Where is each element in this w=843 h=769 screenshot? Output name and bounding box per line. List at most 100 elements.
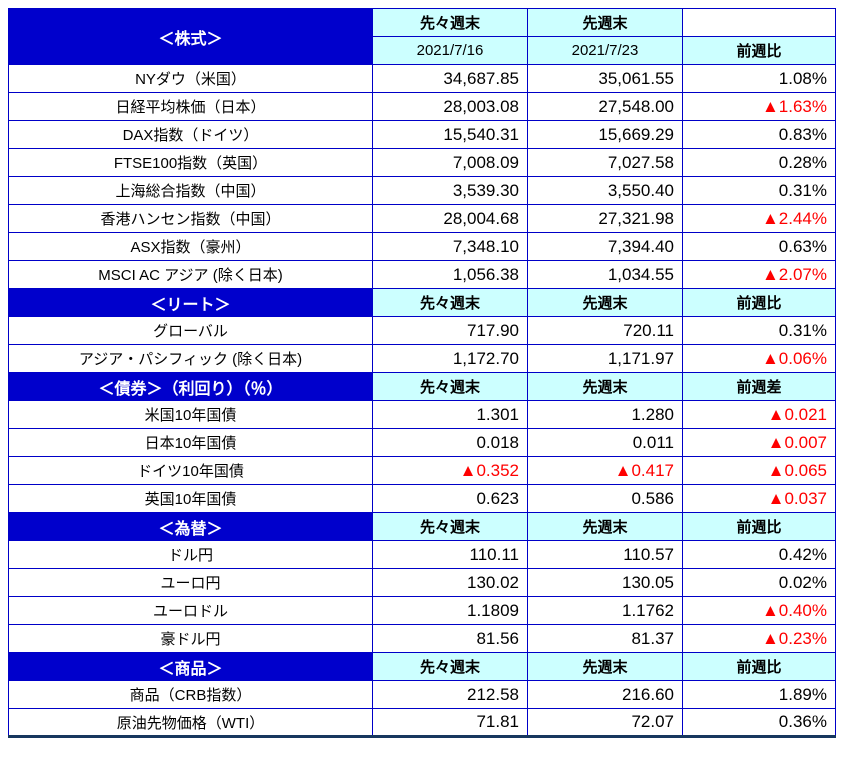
column-header-prev2: 先々週末 [372, 512, 528, 541]
data-row: グローバル 717.90 720.11 0.31% [8, 316, 836, 345]
data-row: アジア・パシフィック (除く日本) 1,172.70 1,171.97 ▲0.06% [8, 344, 836, 373]
row-label: 香港ハンセン指数（中国） [8, 204, 373, 233]
row-label: ドル円 [8, 540, 373, 569]
value-change: 0.36% [682, 708, 836, 737]
data-row: 米国10年国債 1.301 1.280 ▲0.021 [8, 400, 836, 429]
section-title-commodities: ＜商品＞ [8, 652, 373, 681]
row-label: NYダウ（米国） [8, 64, 373, 93]
value-prev1-weekend: 216.60 [527, 680, 683, 709]
value-prev2-weekend: 1.301 [372, 400, 528, 429]
value-prev2-weekend: 1.1809 [372, 596, 528, 625]
data-row: ドル円 110.11 110.57 0.42% [8, 540, 836, 569]
column-header-prev1: 先週末 [527, 372, 683, 401]
value-prev1-weekend: 1,171.97 [527, 344, 683, 373]
value-change: 0.02% [682, 568, 836, 597]
value-prev1-weekend: 7,027.58 [527, 148, 683, 177]
market-data-table: ＜株式＞ 先々週末 先週末 2021/7/16 2021/7/23 前週比 NYダウ（米国）… [8, 8, 836, 738]
column-header-change: 前週差 [682, 372, 836, 401]
data-row: 香港ハンセン指数（中国） 28,004.68 27,321.98 ▲2.44% [8, 204, 836, 233]
table-body: ＜株式＞ 先々週末 先週末 2021/7/16 2021/7/23 前週比 NYダウ（米国）… [8, 8, 836, 737]
blank-cell [682, 8, 836, 37]
value-prev1-weekend: 1,034.55 [527, 260, 683, 289]
value-change: ▲0.065 [682, 456, 836, 485]
section-header-row-fx: ＜為替＞ 先々週末 先週末 前週比 [8, 512, 836, 541]
data-row: FTSE100指数（英国） 7,008.09 7,027.58 0.28% [8, 148, 836, 177]
value-prev2-weekend: 28,004.68 [372, 204, 528, 233]
value-prev1-weekend: 1.280 [527, 400, 683, 429]
header-row-periods-stocks: ＜株式＞ 先々週末 先週末 [8, 8, 836, 65]
value-prev1-weekend: 15,669.29 [527, 120, 683, 149]
row-label: 豪ドル円 [8, 624, 373, 653]
value-prev2-weekend: 7,348.10 [372, 232, 528, 261]
value-prev2-weekend: 0.018 [372, 428, 528, 457]
value-prev1-weekend: ▲0.417 [527, 456, 683, 485]
value-prev2-weekend: 1,172.70 [372, 344, 528, 373]
column-header-change: 前週比 [682, 288, 836, 317]
row-label: FTSE100指数（英国） [8, 148, 373, 177]
data-row: NYダウ（米国） 34,687.85 35,061.55 1.08% [8, 64, 836, 93]
value-prev1-weekend: 1.1762 [527, 596, 683, 625]
value-change: ▲0.40% [682, 596, 836, 625]
value-prev1-weekend: 72.07 [527, 708, 683, 737]
data-row: 豪ドル円 81.56 81.37 ▲0.23% [8, 624, 836, 653]
value-prev2-weekend: 1,056.38 [372, 260, 528, 289]
value-change: ▲0.23% [682, 624, 836, 653]
row-label: 上海総合指数（中国） [8, 176, 373, 205]
column-header-change: 前週比 [682, 652, 836, 681]
value-prev2-weekend: 71.81 [372, 708, 528, 737]
column-header-prev2: 先々週末 [372, 288, 528, 317]
section-title-fx: ＜為替＞ [8, 512, 373, 541]
header-row-dates-stocks: 2021/7/16 2021/7/23 前週比 [9, 36, 836, 65]
value-prev1-weekend: 81.37 [527, 624, 683, 653]
value-prev1-weekend: 0.586 [527, 484, 683, 513]
column-header-change: 前週比 [682, 36, 836, 65]
data-row: ASX指数（豪州） 7,348.10 7,394.40 0.63% [8, 232, 836, 261]
value-change: 1.08% [682, 64, 836, 93]
value-prev2-weekend: 130.02 [372, 568, 528, 597]
column-header-prev2: 先々週末 [372, 372, 528, 401]
data-row: 上海総合指数（中国） 3,539.30 3,550.40 0.31% [8, 176, 836, 205]
data-row: 原油先物価格（WTI） 71.81 72.07 0.36% [8, 708, 836, 737]
row-label: ユーロ円 [8, 568, 373, 597]
value-change: ▲2.07% [682, 260, 836, 289]
value-prev1-weekend: 130.05 [527, 568, 683, 597]
row-label: 米国10年国債 [8, 400, 373, 429]
value-prev1-weekend: 0.011 [527, 428, 683, 457]
column-header-prev1: 先週末 [527, 288, 683, 317]
column-header-change: 前週比 [682, 512, 836, 541]
value-prev1-weekend: 27,548.00 [527, 92, 683, 121]
row-label: ユーロドル [8, 596, 373, 625]
data-row: MSCI AC アジア (除く日本) 1,056.38 1,034.55 ▲2.07% [8, 260, 836, 289]
data-row: ユーロ円 130.02 130.05 0.02% [8, 568, 836, 597]
row-label: DAX指数（ドイツ） [8, 120, 373, 149]
row-label: 原油先物価格（WTI） [8, 708, 373, 737]
value-change: 0.63% [682, 232, 836, 261]
date-prev1: 2021/7/23 [527, 36, 683, 65]
value-prev2-weekend: 15,540.31 [372, 120, 528, 149]
data-row: 日経平均株価（日本） 28,003.08 27,548.00 ▲1.63% [8, 92, 836, 121]
value-change: ▲0.06% [682, 344, 836, 373]
value-prev2-weekend: 81.56 [372, 624, 528, 653]
row-label: ドイツ10年国債 [8, 456, 373, 485]
section-title-bonds: ＜債券＞（利回り）（％） [8, 372, 373, 401]
value-change: 1.89% [682, 680, 836, 709]
value-prev2-weekend: 34,687.85 [372, 64, 528, 93]
data-row: ユーロドル 1.1809 1.1762 ▲0.40% [8, 596, 836, 625]
row-label: 英国10年国債 [8, 484, 373, 513]
data-row: 英国10年国債 0.623 0.586 ▲0.037 [8, 484, 836, 513]
value-prev2-weekend: 0.623 [372, 484, 528, 513]
value-prev2-weekend: 110.11 [372, 540, 528, 569]
value-change: ▲1.63% [682, 92, 836, 121]
value-prev2-weekend: ▲0.352 [372, 456, 528, 485]
column-header-prev2: 先々週末 [372, 8, 528, 37]
row-label: 日本10年国債 [8, 428, 373, 457]
value-prev1-weekend: 27,321.98 [527, 204, 683, 233]
row-label: 商品（CRB指数） [8, 680, 373, 709]
section-title-reit: ＜リート＞ [8, 288, 373, 317]
value-prev1-weekend: 35,061.55 [527, 64, 683, 93]
value-prev1-weekend: 110.57 [527, 540, 683, 569]
value-prev2-weekend: 717.90 [372, 316, 528, 345]
data-row: ドイツ10年国債 ▲0.352 ▲0.417 ▲0.065 [8, 456, 836, 485]
section-header-row-commodities: ＜商品＞ 先々週末 先週末 前週比 [8, 652, 836, 681]
row-label: ASX指数（豪州） [8, 232, 373, 261]
